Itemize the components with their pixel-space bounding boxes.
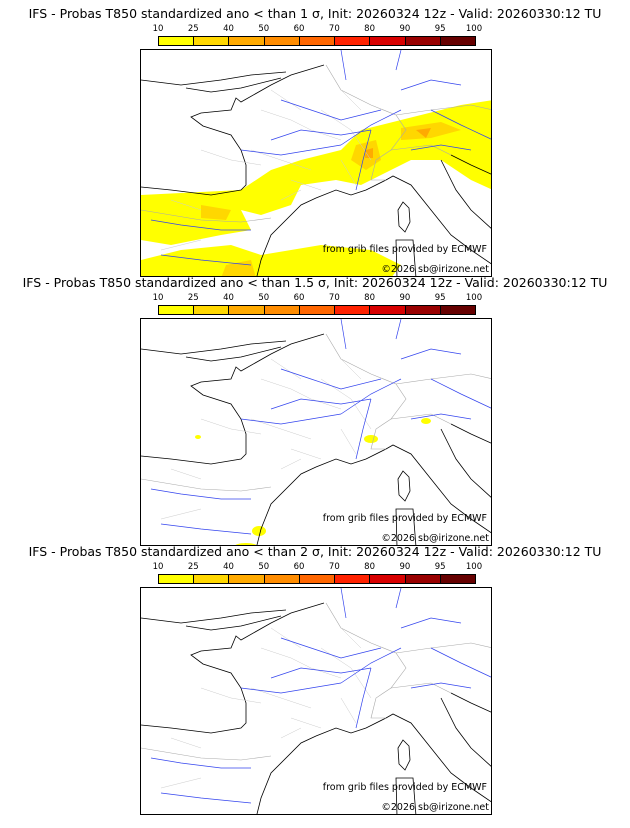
colorbar-cell [405,37,441,45]
colorbar-tick: 80 [364,24,376,34]
colorbar-tick: 10 [152,562,164,572]
colorbar-cell [194,575,230,583]
colorbar-tick: 70 [328,24,340,34]
colorbar-cell [299,575,336,583]
copyright: ©2026 sb@irizone.net [381,533,489,544]
colorbar-cell [370,306,406,314]
map-svg [141,319,491,545]
colorbar-cell [335,306,371,314]
colorbar-cell [159,306,195,314]
colorbar-tick: 60 [293,293,305,303]
colorbar-cell [159,575,195,583]
source-credit: from grib files provided by ECMWF [322,782,487,793]
colorbar-cell [370,575,406,583]
map-panel-1: IFS - Probas T850 standardized ano < tha… [0,0,630,277]
colorbar-cell [159,37,195,45]
colorbar-cell [229,37,265,45]
colorbar-tick: 100 [465,24,483,34]
colorbar-tick: 25 [187,562,199,572]
colorbar-tick: 60 [293,24,305,34]
colorbar-cell [194,37,230,45]
colorbar-tick: 10 [152,24,164,34]
colorbar-tick: 50 [258,293,270,303]
panel-title: IFS - Probas T850 standardized ano < tha… [28,544,602,559]
colorbar-cell [405,306,441,314]
colorbar-tick: 80 [364,293,376,303]
colorbar-cell [405,575,441,583]
colorbar-tick: 70 [328,293,340,303]
map-area: from grib files provided by ECMWF ©2026 … [140,49,492,277]
map-panel-3: IFS - Probas T850 standardized ano < tha… [0,538,630,815]
colorbar-ticks: 10 25 40 50 60 70 80 90 95 100 [150,24,490,34]
colorbar-cell [440,575,475,583]
map-svg [141,588,491,814]
colorbar-tick: 40 [223,293,234,303]
colorbar [158,305,476,315]
colorbar-tick: 95 [434,562,446,572]
colorbar-tick: 90 [399,293,411,303]
colorbar-tick: 40 [223,24,234,34]
copyright: ©2026 sb@irizone.net [381,264,489,275]
colorbar-tick: 40 [223,562,234,572]
colorbar-ticks: 10 25 40 50 60 70 80 90 95 100 [150,293,490,303]
colorbar-cell [299,37,336,45]
copyright: ©2026 sb@irizone.net [381,802,489,813]
map-area: from grib files provided by ECMWF ©2026 … [140,318,492,546]
source-credit: from grib files provided by ECMWF [322,244,487,255]
colorbar-cell [440,37,475,45]
colorbar [158,36,476,46]
colorbar-tick: 50 [258,24,270,34]
panel-title: IFS - Probas T850 standardized ano < tha… [22,275,608,290]
colorbar-tick: 95 [434,293,446,303]
map-svg [141,50,491,276]
source-credit: from grib files provided by ECMWF [322,513,487,524]
colorbar-tick: 70 [328,562,340,572]
colorbar-cell [264,575,300,583]
colorbar-tick: 25 [187,293,199,303]
colorbar-tick: 95 [434,24,446,34]
colorbar-tick: 60 [293,562,305,572]
map-area: from grib files provided by ECMWF ©2026 … [140,587,492,815]
colorbar-cell [264,306,300,314]
colorbar-ticks: 10 25 40 50 60 70 80 90 95 100 [150,562,490,572]
colorbar-cell [229,575,265,583]
colorbar-cell [229,306,265,314]
colorbar-cell [194,306,230,314]
colorbar-tick: 50 [258,562,270,572]
colorbar-tick: 100 [465,562,483,572]
colorbar-cell [335,37,371,45]
panel-title: IFS - Probas T850 standardized ano < tha… [28,6,602,21]
colorbar-cell [299,306,336,314]
colorbar-cell [440,306,475,314]
colorbar-tick: 100 [465,293,483,303]
colorbar-tick: 90 [399,24,411,34]
colorbar-cell [370,37,406,45]
colorbar-tick: 10 [152,293,164,303]
colorbar-cell [335,575,371,583]
colorbar-cell [264,37,300,45]
colorbar [158,574,476,584]
colorbar-tick: 80 [364,562,376,572]
colorbar-tick: 90 [399,562,411,572]
map-panel-2: IFS - Probas T850 standardized ano < tha… [0,269,630,546]
colorbar-tick: 25 [187,24,199,34]
